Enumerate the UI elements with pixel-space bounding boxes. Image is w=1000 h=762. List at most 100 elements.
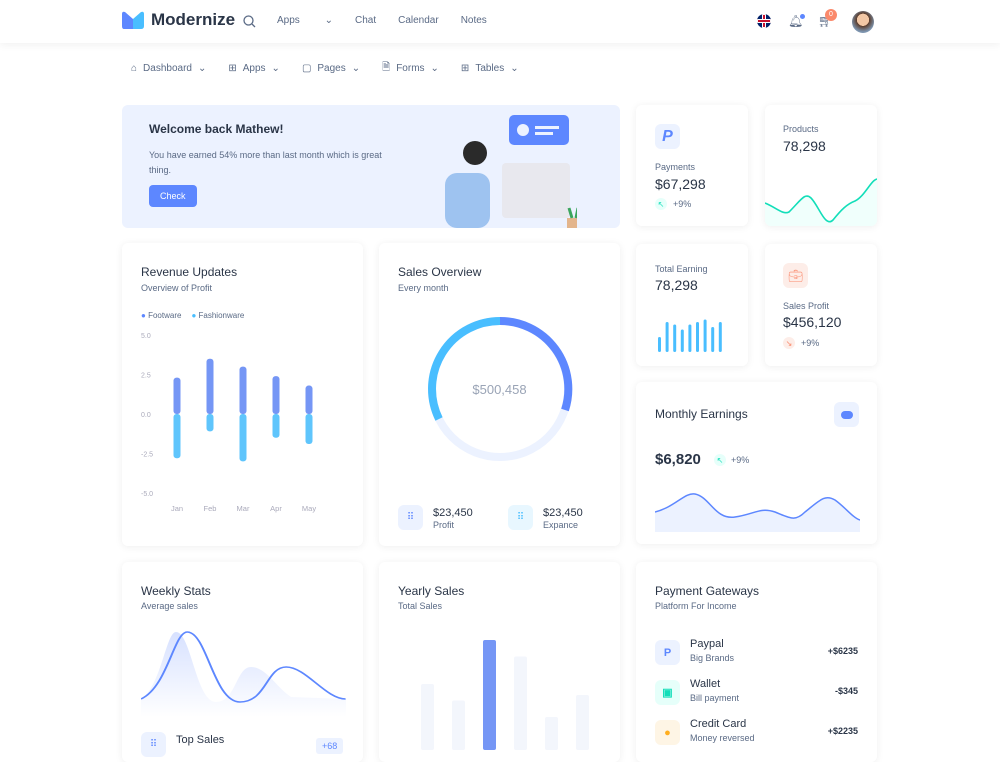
currency-icon[interactable] bbox=[834, 402, 859, 427]
earning-bar bbox=[673, 324, 677, 352]
bar-fashionware bbox=[206, 414, 214, 432]
bar-footware bbox=[272, 376, 280, 414]
sales-profit-change: +9% bbox=[801, 338, 820, 348]
payments-change: +9% bbox=[673, 199, 692, 209]
grid-icon: ⠿ bbox=[141, 732, 166, 757]
brand-logo[interactable]: Modernize bbox=[122, 10, 235, 30]
gateway-sub: Bill payment bbox=[690, 693, 740, 703]
bar-footware bbox=[206, 358, 214, 414]
top-header: Modernize Apps ⌄ Chat Calendar Notes 🔔︎ … bbox=[0, 0, 1000, 43]
arrow-up-left-icon: ↖ bbox=[714, 454, 726, 466]
gateways-title: Payment Gateways bbox=[655, 584, 760, 598]
sales-donut-chart bbox=[428, 316, 573, 461]
gateway-item[interactable]: P Paypal Big Brands +$6235 bbox=[636, 638, 877, 670]
y-tick-label: 5.0 bbox=[141, 333, 151, 340]
clipboard-icon: ▢ bbox=[301, 63, 312, 74]
weekly-stats-card: Weekly Stats Average sales ⠿ Top Sales +… bbox=[122, 562, 363, 762]
bar-fashionware bbox=[239, 414, 247, 462]
cart-badge: 0 bbox=[825, 9, 837, 21]
search-icon[interactable] bbox=[243, 15, 256, 28]
yearly-bar bbox=[452, 700, 465, 750]
nav-apps[interactable]: Apps ⌄ bbox=[277, 15, 333, 26]
payments-label: Payments bbox=[655, 162, 696, 172]
subnav-pages[interactable]: ▢ Pages ⌄ bbox=[301, 63, 361, 74]
sales-profit-value: $456,120 bbox=[783, 314, 842, 330]
subnav-tables[interactable]: ⊞ Tables ⌄ bbox=[460, 63, 519, 74]
products-value: 78,298 bbox=[783, 138, 826, 154]
file-icon: 🗎︎ bbox=[382, 62, 391, 73]
earning-bar bbox=[703, 319, 707, 352]
gateway-item[interactable]: ▣ Wallet Bill payment -$345 bbox=[636, 678, 877, 710]
products-card: Products 78,298 bbox=[765, 105, 877, 226]
home-icon: ⌂ bbox=[131, 63, 138, 74]
sales-profit-card: 💼︎ Sales Profit $456,120 ↘ +9% bbox=[765, 244, 877, 366]
weekly-title: Weekly Stats bbox=[141, 584, 211, 598]
gateway-amount: +$6235 bbox=[827, 646, 858, 656]
top-sales-label: Top Sales bbox=[176, 734, 225, 746]
x-tick-label: May bbox=[302, 504, 316, 513]
x-tick-label: Jan bbox=[171, 504, 183, 513]
revenue-subtitle: Overview of Profit bbox=[141, 283, 213, 293]
grid-icon: ⠿ bbox=[508, 505, 533, 530]
donut-arc-secondary bbox=[428, 317, 501, 421]
nav-notes[interactable]: Notes bbox=[460, 15, 487, 26]
total-earning-label: Total Earning bbox=[655, 264, 708, 274]
payment-gateways-card: Payment Gateways Platform For Income P P… bbox=[636, 562, 877, 762]
weekly-subtitle: Average sales bbox=[141, 601, 198, 611]
subnav-dashboard[interactable]: ⌂ Dashboard ⌄ bbox=[131, 63, 207, 74]
bar-footware bbox=[305, 385, 313, 414]
gateway-amount: +$2235 bbox=[827, 726, 858, 736]
table-icon: ⊞ bbox=[460, 63, 470, 74]
avatar[interactable] bbox=[852, 11, 874, 33]
sales-overview-title: Sales Overview bbox=[398, 265, 482, 279]
donut-arc-primary bbox=[499, 316, 573, 412]
total-earning-value: 78,298 bbox=[655, 277, 698, 293]
gateway-item[interactable]: ● Credit Card Money reversed +$2235 bbox=[636, 718, 877, 750]
products-sparkline bbox=[765, 178, 877, 226]
expense-value: $23,450 bbox=[543, 507, 583, 519]
gateway-name: Credit Card bbox=[690, 718, 747, 730]
apps-icon: ⊞ bbox=[228, 63, 237, 74]
donut-center-value: $500,458 bbox=[472, 382, 527, 397]
check-button[interactable]: Check bbox=[149, 185, 197, 207]
subnav-apps[interactable]: ⊞ Apps ⌄ bbox=[228, 63, 280, 74]
sub-nav: ⌂ Dashboard ⌄ ⊞ Apps ⌄ ▢ Pages ⌄ 🗎︎ Forms ⌄ … bbox=[131, 60, 541, 77]
y-tick-label: 0.0 bbox=[141, 412, 151, 419]
revenue-title: Revenue Updates bbox=[141, 265, 238, 279]
profit-value: $23,450 bbox=[433, 507, 473, 519]
x-tick-label: Feb bbox=[204, 504, 217, 513]
brand-name: Modernize bbox=[151, 10, 236, 29]
monthly-title: Monthly Earnings bbox=[655, 407, 748, 421]
logo-icon bbox=[122, 11, 144, 29]
monthly-earnings-card: Monthly Earnings $6,820 ↖ +9% bbox=[636, 382, 877, 544]
subnav-forms[interactable]: 🗎︎ Forms ⌄ bbox=[382, 60, 439, 77]
payments-card: P Payments $67,298 ↖ +9% bbox=[636, 105, 748, 226]
cart-icon[interactable]: 🛒︎ 0 bbox=[818, 9, 837, 28]
yearly-bar bbox=[483, 640, 496, 750]
grid-icon: ⠿ bbox=[398, 505, 423, 530]
sales-profit-label: Sales Profit bbox=[783, 301, 830, 311]
nav-chat[interactable]: Chat bbox=[354, 15, 377, 26]
gateways-subtitle: Platform For Income bbox=[655, 601, 737, 611]
arrow-up-left-icon: ↖ bbox=[655, 198, 667, 210]
uk-flag-icon[interactable] bbox=[757, 14, 771, 28]
x-tick-label: Apr bbox=[270, 504, 282, 513]
yearly-title: Yearly Sales bbox=[398, 584, 465, 598]
y-tick-label: -2.5 bbox=[141, 452, 153, 459]
earning-bar bbox=[658, 337, 661, 352]
expense-label: Expance bbox=[543, 520, 579, 530]
yearly-bar-chart bbox=[421, 640, 589, 750]
top-sales-badge: +68 bbox=[316, 738, 344, 754]
bar-fashionware bbox=[305, 414, 313, 445]
gateway-amount: -$345 bbox=[834, 686, 858, 696]
revenue-legend: ● Footware ● Fashionware bbox=[141, 311, 244, 320]
bell-icon[interactable]: 🔔︎ bbox=[788, 14, 806, 28]
y-tick-label: -5.0 bbox=[141, 491, 153, 498]
nav-calendar[interactable]: Calendar bbox=[398, 15, 439, 26]
paypal-icon: P bbox=[655, 640, 680, 665]
gateway-name: Wallet bbox=[690, 678, 721, 690]
weekly-area-chart bbox=[141, 631, 346, 717]
monthly-area-chart bbox=[655, 493, 860, 532]
yearly-bar bbox=[576, 695, 589, 750]
bar-footware bbox=[173, 377, 181, 414]
